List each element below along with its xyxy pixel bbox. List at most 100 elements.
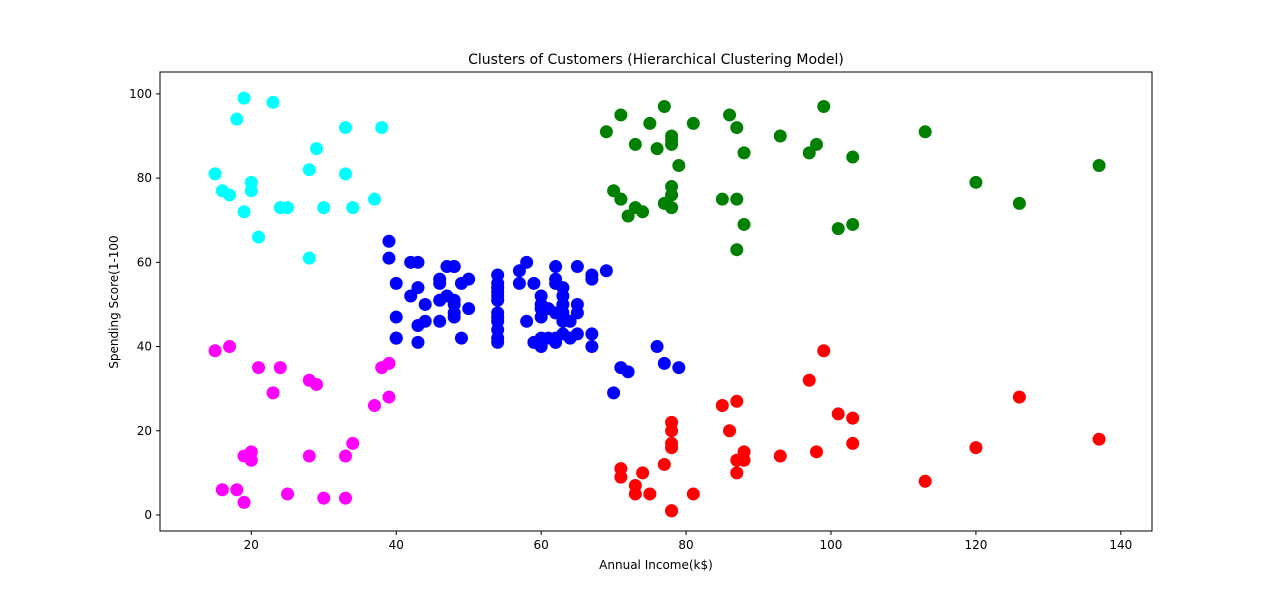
- x-tick-label: 80: [678, 538, 693, 552]
- data-point: [628, 137, 642, 151]
- data-point: [512, 276, 526, 290]
- data-point: [549, 272, 563, 286]
- data-point: [570, 327, 584, 341]
- series-5: [208, 340, 396, 509]
- data-point: [672, 158, 686, 172]
- data-point: [773, 449, 787, 463]
- series-1: [614, 344, 1106, 518]
- data-point: [918, 474, 932, 488]
- data-point: [418, 297, 432, 311]
- data-point: [462, 302, 476, 316]
- data-point: [237, 495, 251, 509]
- data-point: [447, 310, 461, 324]
- data-point: [723, 108, 737, 122]
- data-point: [810, 445, 824, 459]
- data-point: [831, 407, 845, 421]
- data-point: [665, 201, 679, 215]
- data-point: [339, 491, 353, 505]
- data-point: [367, 399, 381, 413]
- data-point: [520, 255, 534, 269]
- data-point: [621, 365, 635, 379]
- data-point: [802, 146, 816, 160]
- data-point: [730, 121, 744, 135]
- data-point: [317, 201, 331, 215]
- data-point: [585, 327, 599, 341]
- data-point: [969, 441, 983, 455]
- data-point: [636, 466, 650, 480]
- data-point: [607, 386, 621, 400]
- data-point: [389, 331, 403, 345]
- series-4: [208, 91, 389, 265]
- y-tick-label: 60: [137, 255, 152, 269]
- data-point: [375, 121, 389, 135]
- data-point: [447, 260, 461, 274]
- data-point: [556, 281, 570, 295]
- data-point: [585, 340, 599, 354]
- data-point: [665, 133, 679, 147]
- data-point: [665, 441, 679, 455]
- data-point: [1012, 390, 1026, 404]
- x-tick-label: 20: [244, 538, 259, 552]
- series-3: [599, 100, 1106, 257]
- data-point: [657, 100, 671, 114]
- data-point: [339, 121, 353, 135]
- data-point: [686, 116, 700, 130]
- data-point: [614, 470, 628, 484]
- data-point: [657, 457, 671, 471]
- data-point: [208, 344, 222, 358]
- y-tick-label: 100: [129, 87, 152, 101]
- data-point: [846, 411, 860, 425]
- data-point: [346, 201, 360, 215]
- data-point: [715, 399, 729, 413]
- data-point: [534, 310, 548, 324]
- data-point: [367, 192, 381, 206]
- data-point: [433, 314, 447, 328]
- x-tick-label: 140: [1109, 538, 1132, 552]
- data-point: [512, 264, 526, 278]
- data-point: [585, 272, 599, 286]
- data-point: [454, 331, 468, 345]
- data-point: [1092, 432, 1106, 446]
- data-point: [310, 142, 324, 156]
- data-point: [244, 453, 258, 467]
- y-tick-label: 40: [137, 340, 152, 354]
- data-point: [230, 112, 244, 126]
- data-point: [252, 361, 266, 375]
- data-point: [389, 276, 403, 290]
- data-point: [846, 436, 860, 450]
- data-point: [411, 335, 425, 349]
- series-2: [382, 234, 686, 400]
- data-point: [1092, 158, 1106, 172]
- data-point: [549, 260, 563, 274]
- data-point: [237, 91, 251, 105]
- data-point: [810, 137, 824, 151]
- data-point: [491, 335, 505, 349]
- data-point: [831, 222, 845, 236]
- data-point: [657, 356, 671, 370]
- data-point: [491, 293, 505, 307]
- data-point: [317, 491, 331, 505]
- y-tick-label: 20: [137, 424, 152, 438]
- data-point: [643, 116, 657, 130]
- x-axis: 20 40 60 80 100 120 140: [244, 531, 1132, 552]
- data-point: [802, 373, 816, 387]
- data-point: [520, 314, 534, 328]
- data-point: [244, 175, 258, 189]
- data-point: [773, 129, 787, 143]
- data-point: [491, 314, 505, 328]
- data-point: [723, 424, 737, 438]
- x-tick-label: 60: [534, 538, 549, 552]
- data-point: [382, 356, 396, 370]
- data-point: [643, 487, 657, 501]
- points-layer: [208, 91, 1106, 518]
- data-point: [433, 276, 447, 290]
- data-point: [614, 108, 628, 122]
- data-point: [223, 340, 237, 354]
- data-point: [918, 125, 932, 139]
- data-point: [570, 297, 584, 311]
- data-point: [969, 175, 983, 189]
- data-point: [411, 281, 425, 295]
- data-point: [737, 217, 751, 231]
- data-point: [266, 386, 280, 400]
